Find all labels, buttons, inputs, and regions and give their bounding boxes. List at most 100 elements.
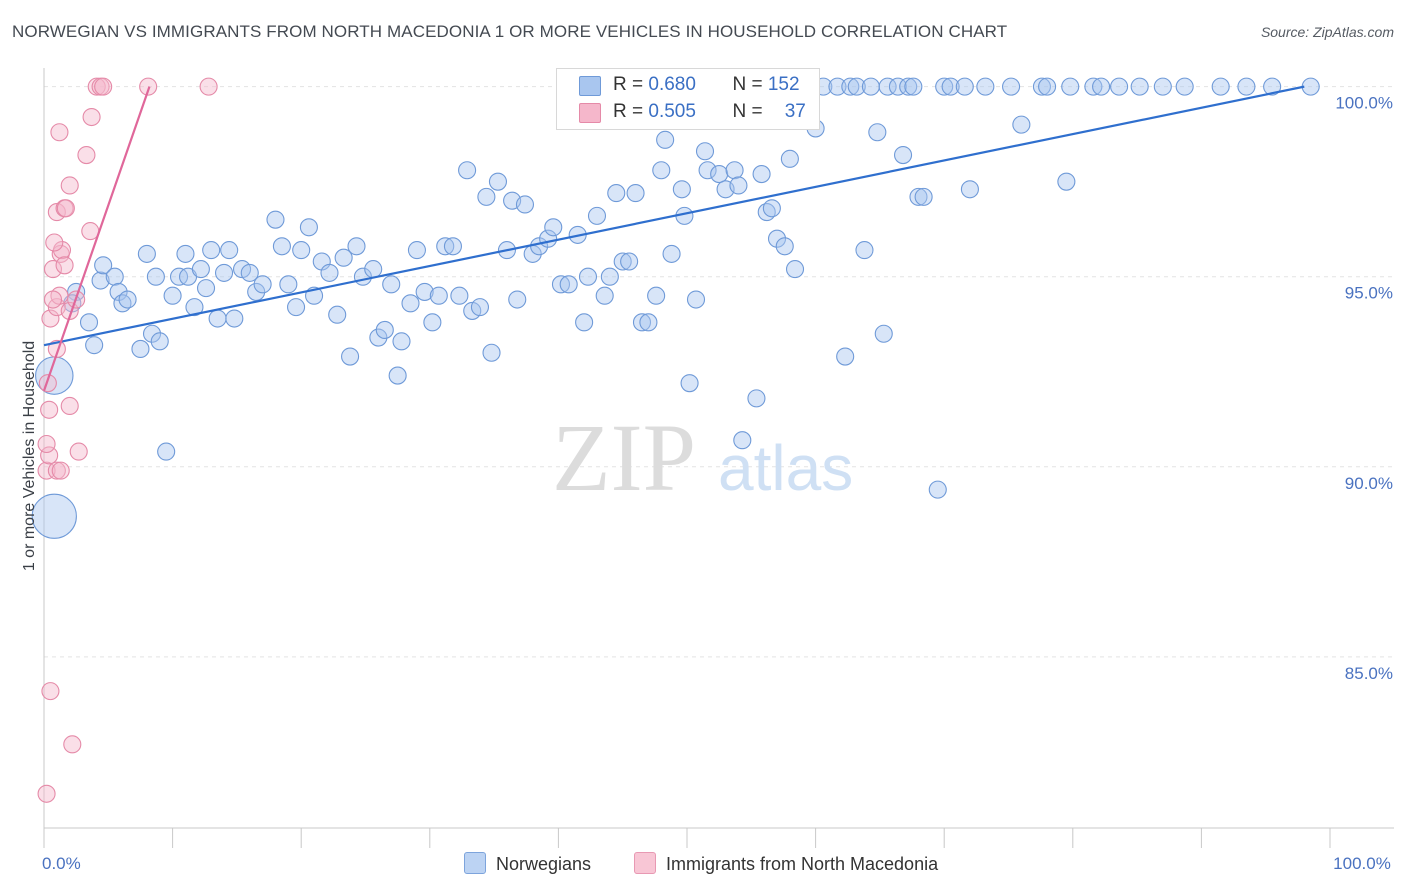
x-tick-label: 0.0% — [42, 854, 81, 873]
norwegian-point — [976, 77, 995, 96]
macedonia-point — [139, 77, 158, 96]
macedonia-point — [43, 260, 63, 279]
norwegian-point — [508, 290, 527, 309]
norwegian-point — [652, 161, 671, 180]
norwegian-point — [91, 271, 110, 290]
norwegian-point — [733, 431, 752, 450]
norwegian-point — [176, 244, 195, 263]
norwegian-point — [928, 480, 947, 499]
norwegian-point — [686, 290, 706, 309]
norwegian-point — [415, 282, 434, 301]
source-label: Source: ZipAtlas.com — [1260, 24, 1394, 40]
norwegian-point — [214, 263, 234, 282]
norwegian-point — [1263, 77, 1282, 96]
norwegian-point — [909, 187, 928, 206]
norwegian-point — [1130, 77, 1149, 96]
norwegian-point — [137, 244, 156, 263]
norwegian-point — [1084, 77, 1103, 96]
n-label: N = — [732, 74, 768, 95]
norwegian-point — [382, 275, 401, 294]
norwegian-point — [272, 237, 291, 256]
norwegian-point — [544, 218, 563, 237]
legend-item-norwegians[interactable]: Norwegians — [464, 852, 591, 875]
norwegian-point — [375, 320, 394, 339]
norwegian-point — [334, 248, 353, 267]
norwegian-point — [388, 366, 407, 385]
norwegian-point — [893, 145, 913, 165]
norwegian-point — [935, 77, 954, 96]
norwegian-point — [364, 260, 383, 279]
n-value: 152 — [767, 74, 800, 95]
norwegian-point — [407, 241, 426, 260]
norwegian-point — [662, 244, 681, 263]
norwegian-point — [150, 332, 169, 351]
norwegian-point — [1301, 77, 1320, 96]
norwegian-point — [868, 123, 887, 142]
norwegian-point — [94, 256, 113, 275]
norwegian-point — [146, 267, 165, 286]
norwegian-point — [443, 237, 462, 256]
legend-item-macedonia[interactable]: Immigrants from North Macedonia — [634, 852, 938, 875]
macedonia-point — [63, 735, 82, 754]
norwegian-point — [752, 165, 771, 184]
norwegian-point — [292, 241, 311, 260]
norwegian-point — [828, 77, 847, 96]
macedonia-point — [40, 400, 59, 419]
norwegian-point — [515, 195, 535, 214]
y-axis-label: 1 or more Vehicles in Household — [21, 341, 38, 571]
norwegian-point — [240, 263, 259, 282]
norwegian-point — [220, 241, 239, 260]
norwegian-point — [1092, 77, 1111, 96]
legend-label-macedonia: Immigrants from North Macedonia — [666, 854, 939, 874]
norwegian-point — [185, 298, 204, 317]
norwegians-swatch — [579, 76, 601, 96]
norwegian-point — [320, 263, 339, 282]
norwegian-point — [855, 241, 874, 260]
norwegian-point — [1175, 77, 1194, 96]
norwegian-point — [458, 161, 477, 180]
norwegian-point — [85, 336, 104, 355]
norwegian-point — [672, 180, 691, 199]
norwegian-point — [247, 282, 266, 301]
norwegians-trend-line — [43, 85, 1305, 347]
y-tick-label: 100.0% — [1335, 94, 1393, 113]
norwegian-point — [470, 298, 490, 317]
norwegian-point — [163, 286, 182, 305]
norwegian-point — [191, 260, 210, 279]
norwegian-point — [341, 347, 360, 366]
norwegian-point — [279, 275, 298, 294]
norwegian-point — [626, 184, 645, 203]
norwegian-point — [632, 313, 652, 332]
norwegian-point — [225, 309, 244, 328]
norwegian-point — [1061, 77, 1080, 96]
norwegian-point — [559, 275, 578, 294]
norwegian-point — [698, 161, 717, 180]
r-label: R = — [613, 74, 649, 95]
norwegian-point — [841, 77, 860, 96]
norwegian-point — [287, 298, 306, 317]
norwegian-point — [725, 161, 744, 180]
trend-layer — [42, 85, 1305, 392]
norwegian-point — [202, 241, 221, 260]
norwegian-point — [960, 180, 979, 199]
norwegian-point — [941, 77, 960, 96]
y-tick-label: 90.0% — [1345, 474, 1393, 493]
macedonia-point — [37, 784, 56, 803]
norwegian-point — [613, 252, 632, 271]
watermark-atlas: atlas — [718, 432, 853, 504]
norwegian-point — [1110, 77, 1129, 96]
norwegian-point — [423, 313, 442, 332]
norwegian-point — [401, 294, 420, 313]
norwegian-point — [392, 332, 411, 351]
norwegian-point — [785, 260, 805, 279]
norwegian-point — [710, 165, 729, 184]
norwegian-point — [656, 130, 675, 149]
norwegian-point — [904, 77, 923, 96]
norwegian-point — [118, 290, 137, 309]
norwegian-point — [888, 77, 907, 96]
norwegian-point — [482, 343, 501, 362]
norwegian-point — [729, 176, 748, 195]
norwegian-point — [874, 324, 893, 343]
norwegian-point — [1002, 77, 1021, 96]
